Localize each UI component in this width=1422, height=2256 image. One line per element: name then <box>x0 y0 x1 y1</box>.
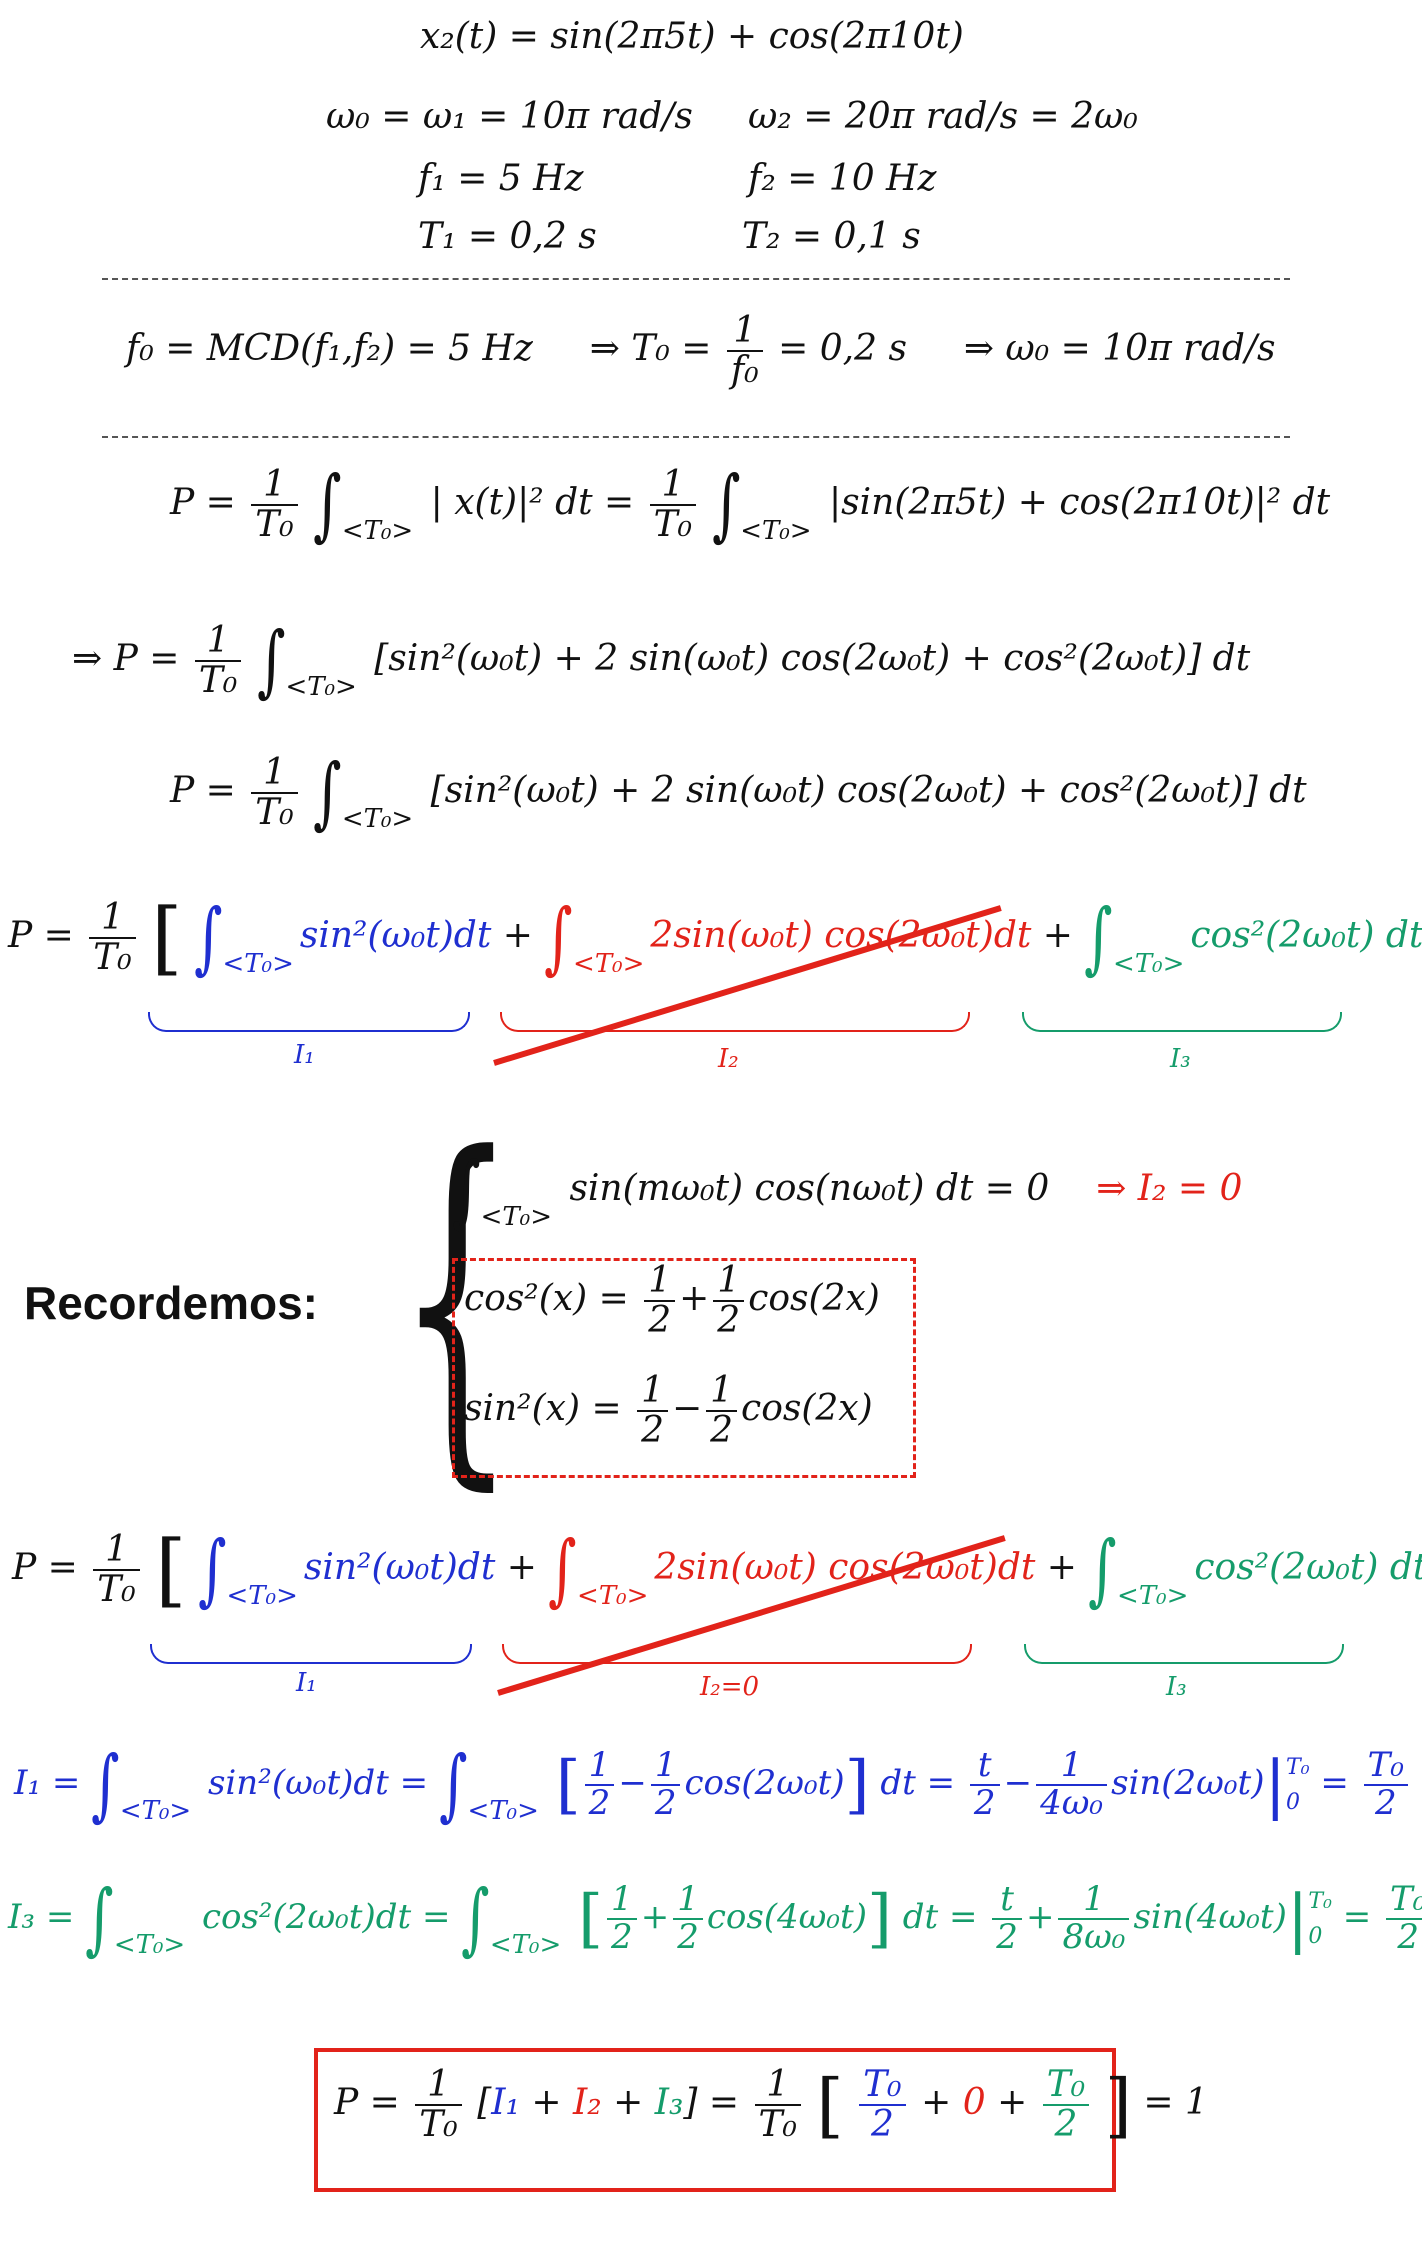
label-I2-2: I₂=0 <box>700 1672 760 1702</box>
fundamental-line: f₀ = MCD(f₁,f₂) = 5 Hz ⇒ T₀ = 1 f₀ = 0,2 … <box>126 312 1276 390</box>
label-I3-2: I₃ <box>1166 1672 1187 1702</box>
sin2-identity: sin²(x) = 1 2−1 2 cos(2x) <box>464 1370 873 1451</box>
period-1: T₁ = 0,2 s <box>418 216 597 257</box>
identity-box <box>452 1258 916 1478</box>
final-result-box <box>314 2048 1116 2192</box>
omega-right: ω₂ = 20π rad/s = 2ω₀ <box>748 96 1138 137</box>
I3-evaluation: I₃ = ∫<T₀> cos²(2ω₀t)dt = ∫<T₀> [1 2 +1 2 co… <box>8 1880 1422 1960</box>
divider-1 <box>102 278 1290 280</box>
signal-definition: x₂(t) = sin(2π5t) + cos(2π10t) <box>420 16 964 57</box>
final-result: P = 1 T₀ [I₁ + I₂ + I₃] = 1 T₀ [ T₀ 2 + 0 +… <box>334 2063 1208 2146</box>
integral-icon: ∫ <box>313 748 342 838</box>
integral-icon: ∫ <box>313 460 342 550</box>
integral-icon: ∫ <box>256 616 286 706</box>
divider-2 <box>102 436 1290 438</box>
integral-icon: ∫ <box>711 460 741 550</box>
omega-left: ω₀ = ω₁ = 10π rad/s <box>326 96 693 137</box>
label-I1-2: I₁ <box>296 1668 317 1698</box>
period-2: T₂ = 0,1 s <box>742 216 921 257</box>
label-I3-1: I₃ <box>1170 1044 1191 1074</box>
brace-I2-2 <box>502 1644 972 1664</box>
T0-fraction: 1 f₀ <box>726 312 763 390</box>
brace-I3-2 <box>1024 1644 1344 1664</box>
left-brace: { <box>396 1078 517 1521</box>
freq-1: f₁ = 5 Hz <box>418 158 584 199</box>
brace-I1-1 <box>148 1012 470 1032</box>
label-I2-1: I₂ <box>718 1044 739 1074</box>
power-split-1: P = 1 T₀ [ ∫<T₀>sin²(ω₀t)dt + ∫<T₀>2sin(ω… <box>8 891 1422 984</box>
w0-expression: ⇒ ω₀ = 10π rad/s <box>963 327 1276 369</box>
label-I1-1: I₁ <box>294 1040 315 1070</box>
recall-title: Recordemos: <box>24 1277 318 1329</box>
T0-pre: ⇒ T₀ = <box>589 327 712 369</box>
power-expanded-1: ⇒ P = 1 T₀ ∫<T₀> [sin²(ω₀t) + 2 sin(ω₀t) … <box>72 616 1251 706</box>
T0-post: = 0,2 s <box>778 327 907 369</box>
power-split-2: P = 1 T₀ [ ∫<T₀>sin²(ω₀t)dt + ∫<T₀>2sin(ω… <box>12 1523 1422 1616</box>
cos2-identity: cos²(x) = 1 2 +1 2 cos(2x) <box>464 1260 880 1341</box>
f0-expression: f₀ = MCD(f₁,f₂) = 5 Hz <box>126 327 533 369</box>
freq-2: f₂ = 10 Hz <box>748 158 937 199</box>
brace-I2-1 <box>500 1012 970 1032</box>
orthogonality-line: ∫<T₀> sin(mω₀t) cos(nω₀t) dt = 0 ⇒ I₂ = … <box>452 1146 1243 1236</box>
I1-evaluation: I₁ = ∫<T₀> sin²(ω₀t)dt = ∫<T₀> [1 2−1 2 cos… <box>14 1746 1412 1826</box>
power-expanded-2: P = 1 T₀ ∫<T₀> [sin²(ω₀t) + 2 sin(ω₀t) co… <box>170 748 1307 838</box>
power-definition: P = 1 T₀ ∫<T₀> | x(t)|² dt = 1 T₀ ∫<T₀> |s… <box>170 460 1331 550</box>
brace-I3-1 <box>1022 1012 1342 1032</box>
brace-I1-2 <box>150 1644 472 1664</box>
